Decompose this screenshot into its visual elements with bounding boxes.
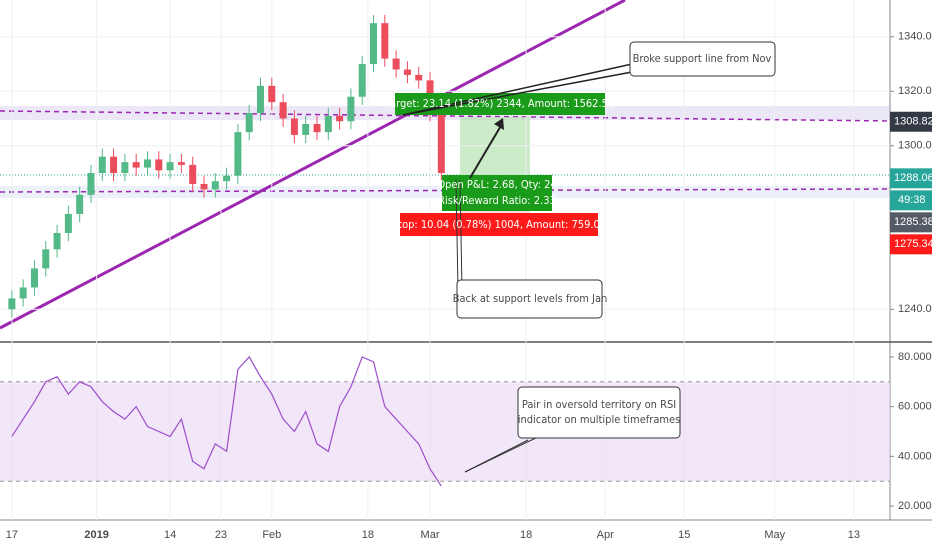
candle-body (223, 175, 231, 182)
candle-body (370, 23, 378, 65)
target-label: Target: 23.14 (1.82%) 2344, Amount: 1562… (385, 97, 614, 110)
price-tag (890, 212, 932, 233)
note-text: Back at support levels from Jan (453, 292, 608, 305)
candle-body (302, 123, 310, 135)
candle-body (64, 213, 72, 233)
y-tick-label: 1240.00 (898, 303, 932, 315)
candle-body (200, 183, 208, 190)
x-tick-label: May (764, 529, 785, 541)
candle-body (143, 159, 151, 168)
price-tag (890, 111, 932, 132)
candle-body (336, 115, 344, 122)
candle-body (279, 102, 287, 119)
callout-line (464, 435, 541, 473)
candle-body (358, 64, 366, 97)
countdown: 49:38 (898, 194, 926, 206)
candle-body (177, 162, 185, 165)
candle-body (189, 164, 197, 184)
candle-body (121, 162, 129, 174)
price-tag-label: 1275.34 (894, 238, 932, 250)
price-tag-label: 1285.38 (894, 216, 932, 228)
price-tag (890, 168, 932, 189)
x-tick-label: 14 (164, 529, 176, 541)
pnl-label: Open P&L: 2.68, Qty: 24 (437, 178, 556, 191)
rsi-line (11, 355, 442, 487)
price-tag-label: 1308.82 (894, 116, 932, 128)
note-text: Pair in oversold territory on RSI (522, 398, 676, 411)
arrow (469, 123, 503, 179)
x-tick-label: 18 (362, 529, 374, 541)
candle-body (381, 23, 389, 59)
candle-body (42, 249, 50, 269)
x-tick-label: 18 (520, 529, 532, 541)
candle-body (324, 115, 332, 133)
candle-body (76, 194, 84, 214)
candle-body (392, 58, 400, 70)
candle-body (87, 173, 95, 195)
candle-body (403, 69, 411, 75)
y-tick-label: 40.0000 (898, 450, 932, 462)
price-tag-label: 1288.06 (894, 172, 932, 184)
candle-body (110, 156, 118, 174)
stop-label: Stop: 10.04 (0.78%) 1004, Amount: 759.04 (392, 218, 606, 231)
candle-body (245, 113, 253, 133)
x-tick-label: 15 (678, 529, 690, 541)
note-box (629, 41, 776, 77)
target-box (395, 93, 605, 115)
y-tick-label: 20.0000 (898, 500, 932, 512)
note-box (517, 386, 681, 439)
x-tick-label: 13 (848, 529, 860, 541)
candle-body (132, 162, 140, 168)
arrow-head (494, 118, 504, 130)
dashed-level (0, 110, 891, 122)
note-box (456, 279, 603, 319)
ratio-label: Risk/Reward Ratio: 2.33 (438, 194, 556, 207)
stop-box (400, 213, 598, 236)
candle-body (257, 85, 265, 114)
x-tick-label: 17 (6, 529, 18, 541)
x-tick-label: Apr (597, 529, 614, 541)
candle-body (155, 159, 163, 171)
price-tag (890, 234, 932, 255)
y-tick-label: 1340.00 (898, 31, 932, 43)
candle-body (290, 118, 298, 135)
candle-body (166, 162, 174, 171)
x-tick-label: 23 (215, 529, 227, 541)
candle-body (268, 85, 276, 103)
candle-body (19, 287, 27, 299)
y-tick-label: 1300.00 (898, 140, 932, 152)
candle-body (347, 96, 355, 122)
candle-body (98, 156, 106, 174)
countdown-tag (890, 190, 932, 211)
candle-body (8, 298, 16, 310)
candle-body (30, 268, 38, 288)
x-tick-label: Mar (421, 529, 440, 541)
callout-line (459, 179, 463, 291)
note-text: indicator on multiple timeframes (518, 413, 681, 426)
candle-body (437, 113, 445, 174)
callout-line (455, 179, 459, 291)
y-tick-label: 80.0000 (898, 351, 932, 363)
note-text: Broke support line from Nov (633, 52, 772, 65)
candle-body (234, 132, 242, 176)
candle-body (415, 74, 423, 81)
trend-line (0, 0, 626, 330)
rsi-band (0, 381, 890, 482)
callout-line (402, 71, 633, 116)
x-tick-label: Feb (262, 529, 281, 541)
candle-body (53, 232, 61, 250)
x-tick-label: 2019 (84, 529, 108, 541)
callout-line (402, 63, 633, 116)
candle-body (211, 181, 219, 190)
candle-body (313, 123, 321, 133)
y-tick-label: 1320.00 (898, 85, 932, 97)
y-tick-label: 60.0000 (898, 401, 932, 413)
